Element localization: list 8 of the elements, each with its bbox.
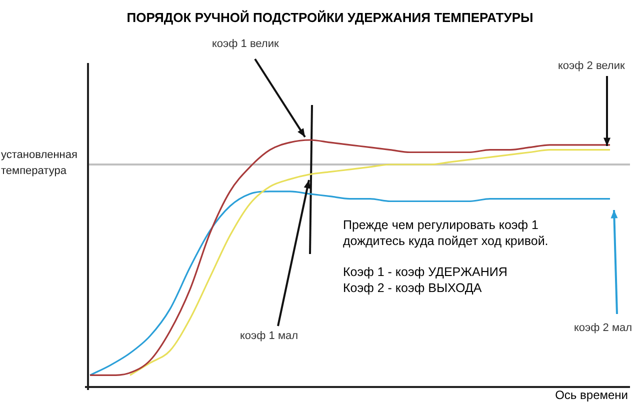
text: коэф 2 велик (558, 60, 625, 74)
text: Прежде чем регулировать коэф 1 дождитесь куда пойдет ход кривой. Коэф 1 - коэф УДЕРЖАНИЯ Коэф 2 - коэф ВЫХОДА (343, 218, 548, 294)
chart-title: ПОРЯДОК РУЧНОЙ ПОДСТРОЙКИ УДЕРЖАНИЯ ТЕМПЕРАТУРЫ (126, 10, 534, 25)
annotation: коэф 2 мал (574, 322, 632, 336)
text: коэф 1 велик (212, 38, 279, 52)
annotation: коэф 1 мал (240, 330, 298, 344)
ref-line-label: установленная температура (1, 147, 87, 179)
x-axis-title: Ось времени (555, 388, 628, 402)
